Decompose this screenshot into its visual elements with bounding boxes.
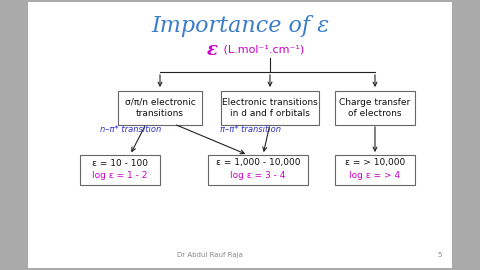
Text: ε = > 10,000: ε = > 10,000 — [345, 158, 405, 167]
Text: Importance of ε: Importance of ε — [151, 15, 329, 37]
Text: Dr Abdul Rauf Raja: Dr Abdul Rauf Raja — [177, 252, 243, 258]
Text: σ/π/n electronic
transitions: σ/π/n electronic transitions — [125, 98, 195, 118]
Text: log ε = 3 - 4: log ε = 3 - 4 — [230, 171, 286, 181]
Text: (L.mol⁻¹.cm⁻¹): (L.mol⁻¹.cm⁻¹) — [220, 45, 304, 55]
Text: ε = 1,000 - 10,000: ε = 1,000 - 10,000 — [216, 158, 300, 167]
FancyBboxPatch shape — [221, 91, 319, 125]
Text: ε = 10 - 100: ε = 10 - 100 — [92, 158, 148, 167]
FancyBboxPatch shape — [80, 155, 160, 185]
Text: π–π* transition: π–π* transition — [220, 126, 281, 134]
FancyBboxPatch shape — [335, 155, 415, 185]
Text: Electronic transitions
in d and f orbitals: Electronic transitions in d and f orbita… — [222, 98, 318, 118]
Text: 5: 5 — [438, 252, 442, 258]
FancyBboxPatch shape — [118, 91, 202, 125]
FancyBboxPatch shape — [335, 91, 415, 125]
Text: ε: ε — [207, 41, 218, 59]
Text: n–π* transition: n–π* transition — [100, 126, 161, 134]
Text: log ε = 1 - 2: log ε = 1 - 2 — [92, 171, 148, 181]
Text: Charge transfer
of electrons: Charge transfer of electrons — [339, 98, 410, 118]
FancyBboxPatch shape — [208, 155, 308, 185]
Text: log ε = > 4: log ε = > 4 — [349, 171, 401, 181]
FancyBboxPatch shape — [28, 2, 452, 268]
